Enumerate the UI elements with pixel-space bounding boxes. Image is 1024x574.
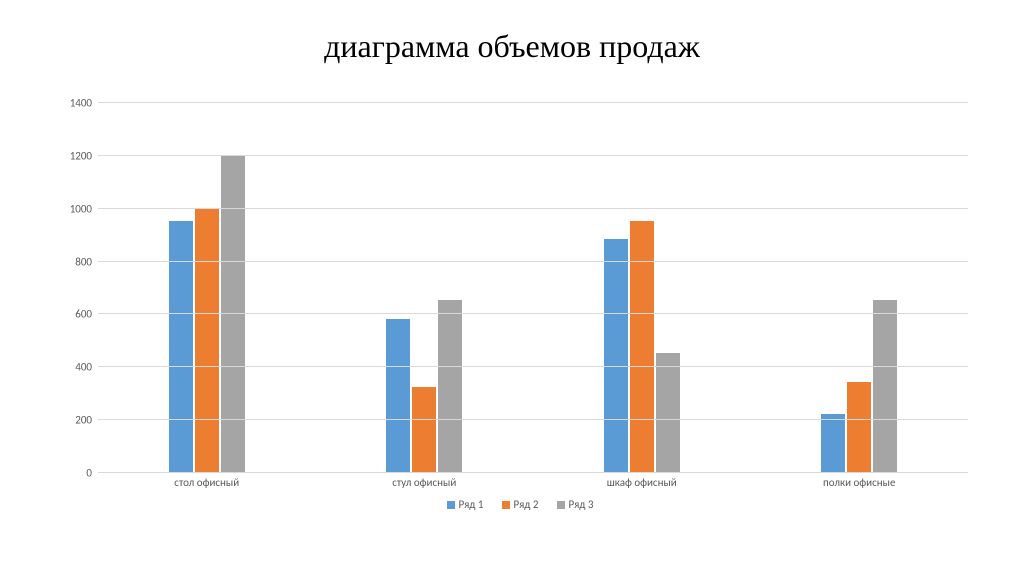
y-tick-label: 200 [75,414,98,427]
grid-line: 1400 [98,102,968,103]
bar [821,414,845,472]
grid-line: 1200 [98,155,968,156]
grid-line: 1000 [98,208,968,209]
bar [604,239,628,472]
legend-item: Ряд 1 [447,498,484,511]
legend-label: Ряд 2 [514,498,539,511]
legend-item: Ряд 2 [502,498,539,511]
x-axis-labels: стол офисныйстул офисныйшкаф офисныйполк… [98,476,968,489]
y-tick-label: 0 [86,467,98,480]
bar [386,319,410,472]
y-tick-label: 400 [75,361,98,374]
bar [195,208,219,472]
y-tick-label: 800 [75,255,98,268]
bars [604,102,680,472]
x-tick-label: стол офисный [98,476,316,489]
bar [438,300,462,472]
grid-line: 400 [98,366,968,367]
bars [169,102,245,472]
x-tick-label: полки офисные [751,476,969,489]
bar [412,387,436,472]
x-tick-label: шкаф офисный [533,476,751,489]
bar [847,382,871,472]
bar-groups [98,102,968,472]
legend-swatch [447,501,455,509]
bar [169,221,193,472]
grid-line: 0 [98,472,968,473]
bar [656,353,680,472]
legend-item: Ряд 3 [557,498,594,511]
chart-title: диаграмма объемов продаж [0,28,1024,65]
plot-area: 0 200 400 600 800 1000 1200 1400 [98,102,968,473]
bar-group [533,102,751,472]
grid-line: 600 [98,313,968,314]
grid-line: 800 [98,261,968,262]
bar [873,300,897,472]
y-tick-label: 1000 [70,202,98,215]
bar [630,221,654,472]
grid-line: 200 [98,419,968,420]
bar-group [98,102,316,472]
legend-label: Ряд 3 [569,498,594,511]
legend-label: Ряд 1 [459,498,484,511]
bars [386,102,462,472]
x-tick-label: стул офисный [316,476,534,489]
y-tick-label: 600 [75,308,98,321]
bar-group [316,102,534,472]
bar-group [751,102,969,472]
bars [821,102,897,472]
legend-swatch [502,501,510,509]
legend: Ряд 1 Ряд 2 Ряд 3 [60,498,980,511]
sales-bar-chart: 0 200 400 600 800 1000 1200 1400 стол офисныйст… [60,90,980,520]
page: диаграмма объемов продаж 0 200 400 600 800 10… [0,0,1024,574]
y-tick-label: 1400 [70,97,98,110]
legend-swatch [557,501,565,509]
y-tick-label: 1200 [70,149,98,162]
